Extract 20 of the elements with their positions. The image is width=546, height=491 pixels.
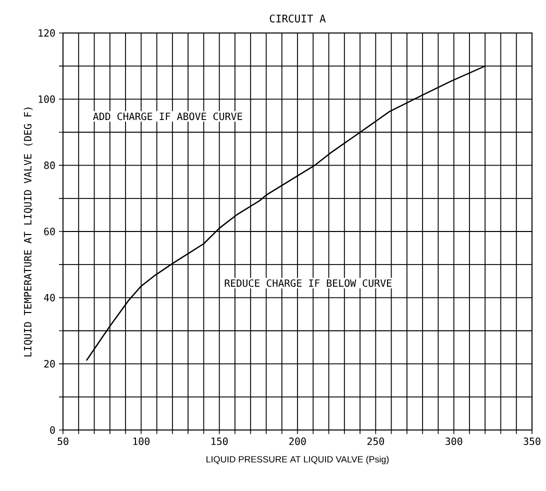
y-tick-label: 20	[44, 360, 55, 368]
x-tick-label: 150	[212, 437, 228, 446]
y-axis-title: LIQUID TEMPERATURE AT LIQUID VALVE (DEG F)	[24, 108, 33, 356]
line-series	[86, 65, 486, 362]
y-tick-label: 120	[38, 29, 55, 37]
y-tick-label: 100	[38, 95, 55, 103]
x-tick-label: 100	[133, 437, 150, 446]
y-tick-label: 40	[44, 294, 55, 302]
x-tick-label: 300	[446, 437, 462, 446]
x-tick-label: 50	[58, 437, 68, 446]
x-tick-label: 200	[289, 437, 306, 446]
chart-title: CIRCUIT A	[270, 14, 326, 22]
x-axis-title: LIQUID PRESSURE AT LIQUID VALVE (Psig)	[206, 456, 389, 464]
annotation: ADD CHARGE IF ABOVE CURVE	[93, 112, 242, 120]
y-tick-label: 0	[50, 426, 55, 434]
annotation: REDUCE CHARGE IF BELOW CURVE	[224, 279, 392, 287]
x-tick-label: 250	[367, 437, 384, 446]
y-tick-label: 80	[44, 162, 55, 170]
x-tick-label: 350	[524, 437, 540, 446]
y-tick-label: 60	[44, 228, 55, 236]
